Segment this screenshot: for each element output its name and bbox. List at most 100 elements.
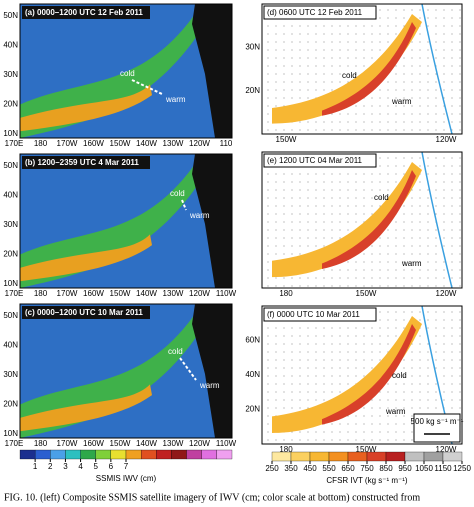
grid-dot — [331, 237, 333, 239]
grid-dot — [291, 367, 293, 369]
grid-dot — [291, 343, 293, 345]
grid-dot — [331, 49, 333, 51]
grid-dot — [387, 391, 389, 393]
grid-dot — [459, 181, 461, 183]
grid-dot — [451, 121, 453, 123]
grid-dot — [419, 189, 421, 191]
grid-dot — [347, 261, 349, 263]
grid-dot — [387, 9, 389, 11]
lon-label: 120W — [189, 139, 210, 148]
cold-label: cold — [120, 69, 135, 78]
grid-dot — [403, 121, 405, 123]
grid-dot — [339, 343, 341, 345]
grid-dot — [331, 229, 333, 231]
grid-dot — [267, 407, 269, 409]
grid-dot — [275, 407, 277, 409]
grid-dot — [451, 81, 453, 83]
grid-dot — [307, 335, 309, 337]
lat-label: 50N — [3, 11, 18, 20]
grid-dot — [339, 181, 341, 183]
grid-dot — [267, 181, 269, 183]
grid-dot — [275, 173, 277, 175]
grid-dot — [307, 399, 309, 401]
grid-dot — [419, 205, 421, 207]
grid-dot — [395, 327, 397, 329]
grid-dot — [387, 25, 389, 27]
grid-dot — [403, 165, 405, 167]
grid-dot — [355, 181, 357, 183]
grid-dot — [451, 253, 453, 255]
grid-dot — [419, 81, 421, 83]
grid-dot — [315, 383, 317, 385]
grid-dot — [403, 173, 405, 175]
grid-dot — [283, 189, 285, 191]
grid-dot — [403, 383, 405, 385]
grid-dot — [419, 407, 421, 409]
lon-label: 120W — [436, 135, 457, 144]
grid-dot — [267, 33, 269, 35]
grid-dot — [283, 343, 285, 345]
grid-dot — [387, 311, 389, 313]
grid-dot — [395, 311, 397, 313]
grid-dot — [315, 285, 317, 287]
grid-dot — [323, 269, 325, 271]
grid-dot — [395, 181, 397, 183]
grid-dot — [363, 25, 365, 27]
grid-dot — [427, 129, 429, 131]
grid-dot — [267, 25, 269, 27]
grid-dot — [283, 181, 285, 183]
grid-dot — [275, 105, 277, 107]
grid-dot — [443, 181, 445, 183]
lon-label: 150W — [356, 445, 377, 454]
grid-dot — [267, 229, 269, 231]
grid-dot — [347, 173, 349, 175]
grid-dot — [395, 375, 397, 377]
grid-dot — [427, 221, 429, 223]
grid-dot — [443, 399, 445, 401]
grid-dot — [395, 157, 397, 159]
grid-dot — [331, 423, 333, 425]
grid-dot — [427, 73, 429, 75]
grid-dot — [267, 237, 269, 239]
grid-dot — [355, 269, 357, 271]
grid-dot — [435, 399, 437, 401]
cold-label: cold — [168, 347, 183, 356]
grid-dot — [371, 399, 373, 401]
grid-dot — [435, 327, 437, 329]
grid-dot — [339, 237, 341, 239]
grid-dot — [395, 391, 397, 393]
grid-dot — [419, 391, 421, 393]
grid-dot — [339, 113, 341, 115]
panel-label-box — [263, 5, 377, 20]
grid-dot — [299, 351, 301, 353]
grid-dot — [459, 399, 461, 401]
grid-dot — [411, 97, 413, 99]
grid-dot — [315, 197, 317, 199]
grid-dot — [411, 205, 413, 207]
grid-dot — [451, 97, 453, 99]
grid-dot — [347, 205, 349, 207]
lat-label: 40N — [245, 370, 260, 379]
grid-dot — [435, 269, 437, 271]
grid-dot — [267, 327, 269, 329]
grid-dot — [299, 189, 301, 191]
grid-dot — [331, 41, 333, 43]
grid-dot — [291, 245, 293, 247]
grid-dot — [435, 25, 437, 27]
grid-dot — [459, 113, 461, 115]
panel-label: (a) 0000–1200 UTC 12 Feb 2011 — [25, 8, 143, 17]
grid-dot — [267, 189, 269, 191]
grid-dot — [403, 269, 405, 271]
grid-dot — [307, 237, 309, 239]
grid-dot — [355, 33, 357, 35]
grid-dot — [347, 25, 349, 27]
grid-dot — [275, 181, 277, 183]
grid-dot — [443, 197, 445, 199]
grid-dot — [275, 197, 277, 199]
grid-dot — [355, 423, 357, 425]
grid-dot — [299, 335, 301, 337]
grid-dot — [379, 9, 381, 11]
grid-dot — [419, 165, 421, 167]
grid-dot — [371, 367, 373, 369]
grid-dot — [307, 245, 309, 247]
